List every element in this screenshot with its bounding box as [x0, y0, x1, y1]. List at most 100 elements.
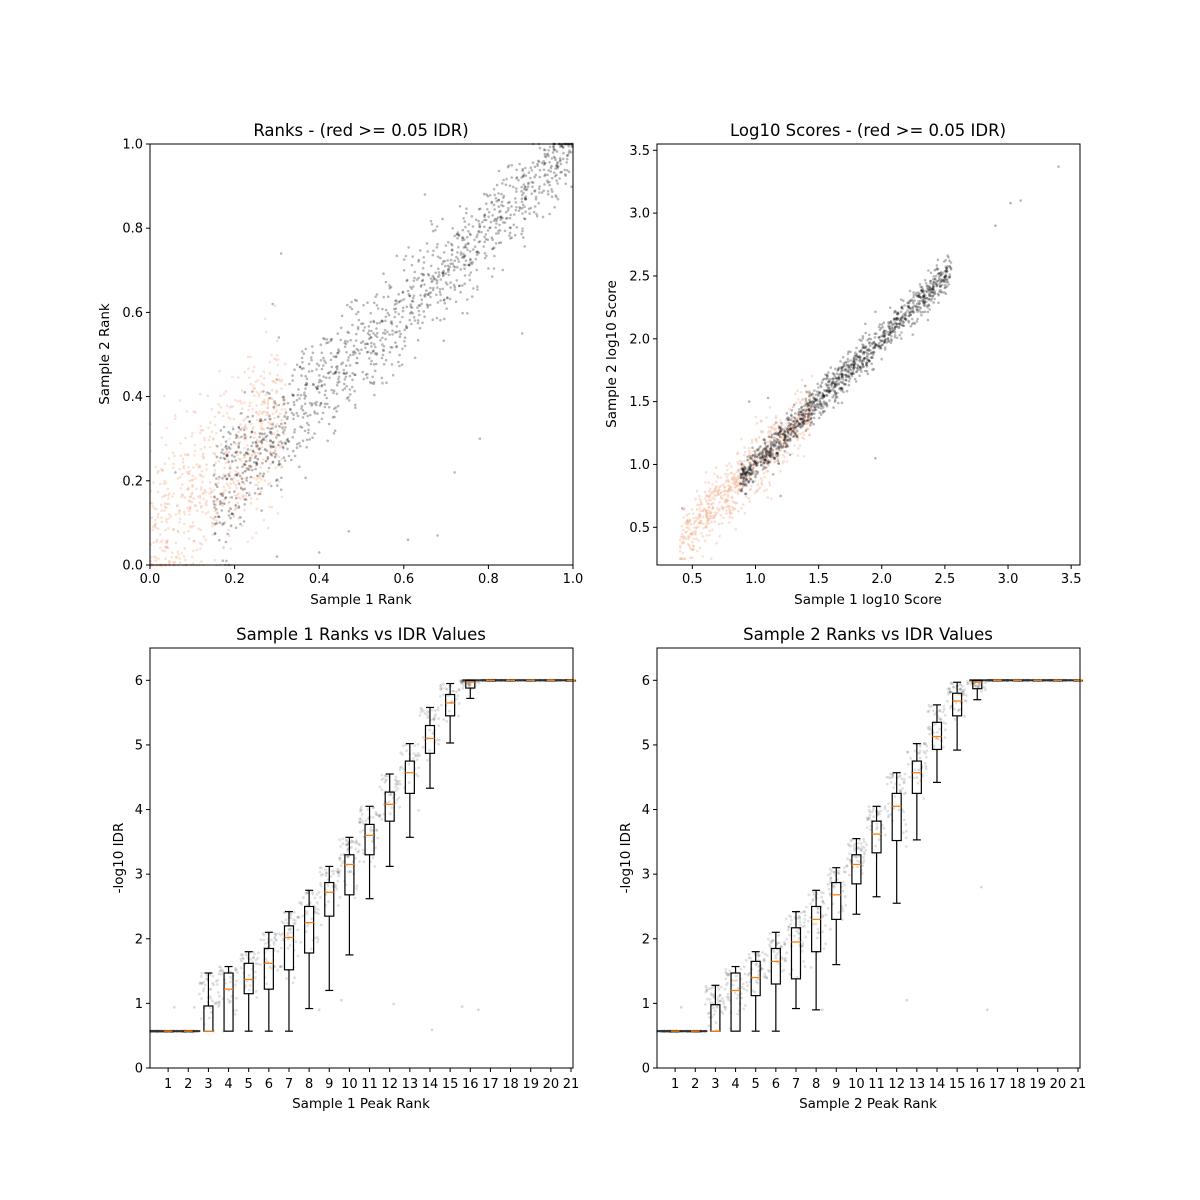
scatter-point: [193, 539, 196, 543]
scatter-point: [429, 286, 432, 290]
scatter-point: [303, 397, 307, 400]
scatter-point: [160, 516, 163, 519]
scatter-point: [225, 412, 229, 415]
scatter-point: [400, 363, 404, 367]
scatter-point: [873, 336, 877, 339]
scatter-point: [893, 335, 897, 339]
scatter-point: [224, 390, 228, 393]
scatter-point: [274, 446, 278, 449]
scatter-point: [303, 393, 306, 397]
scatter-point: [728, 505, 731, 508]
scatter-point: [272, 401, 276, 404]
scatter-point: [401, 290, 405, 294]
scatter-point: [464, 243, 468, 246]
scatter-point: [225, 454, 228, 457]
scatter-point: [779, 429, 783, 432]
scatter-point: [888, 306, 892, 310]
scatter-point: [274, 455, 277, 459]
scatter-point: [323, 405, 327, 409]
scatter-point: [167, 562, 171, 565]
scatter-point: [763, 457, 767, 460]
scatter-point: [744, 465, 747, 469]
scatter-point: [713, 494, 716, 497]
scatter-point: [364, 346, 367, 350]
scatter-point: [181, 461, 185, 464]
scatter-point: [355, 312, 358, 316]
scatter-point: [266, 411, 270, 415]
scatter-point: [920, 313, 923, 317]
scatter-point: [774, 414, 778, 418]
scatter-point: [544, 155, 548, 159]
scatter-point: [510, 205, 513, 208]
scatter-point: [693, 532, 696, 536]
scatter-point: [255, 404, 258, 407]
scatter-point: [409, 285, 412, 289]
scatter-point: [741, 469, 744, 472]
scatter-point: [801, 424, 804, 428]
idr-point: [200, 997, 204, 1000]
scatter-point: [173, 560, 177, 564]
scatter-point: [777, 431, 780, 435]
scatter-point: [270, 484, 273, 488]
scatter-point: [348, 364, 352, 367]
scatter-point: [227, 501, 230, 504]
scatter-point: [243, 437, 246, 441]
scatter-point: [292, 393, 295, 397]
scatter-point: [215, 485, 219, 489]
scatter-point: [177, 530, 180, 534]
scatter-point: [473, 245, 477, 248]
scatter-point: [152, 541, 155, 544]
scatter-point: [398, 300, 402, 303]
idr-point: [417, 808, 421, 812]
scatter-point: [778, 429, 782, 433]
scatter-point: [502, 194, 506, 198]
idr-point: [211, 981, 215, 985]
scatter-point: [394, 299, 397, 303]
scatter-point: [730, 478, 734, 481]
scatter-point: [319, 401, 323, 405]
scatter-point: [366, 332, 370, 335]
scatter-point: [372, 320, 376, 324]
scatter-point: [692, 544, 695, 548]
scatter-point: [450, 242, 453, 246]
scatter-point: [412, 316, 416, 319]
scatter-point: [746, 455, 749, 459]
idr-point: [214, 980, 218, 983]
scatter-point: [267, 398, 270, 402]
scatter-point: [252, 476, 256, 480]
scatter-point: [708, 514, 711, 518]
scatter-point: [423, 315, 426, 319]
scatter-point: [191, 474, 195, 478]
scatter-point: [872, 346, 876, 349]
scatter-point: [788, 453, 792, 457]
idr-point: [313, 896, 317, 900]
scatter-point: [452, 283, 456, 287]
scatter-point: [492, 267, 496, 270]
scatter-point: [298, 365, 302, 369]
scatter-point: [225, 447, 229, 451]
scatter-point: [258, 448, 261, 451]
scatter-point: [711, 507, 714, 511]
scatter-point: [243, 426, 247, 430]
scatter-point: [398, 335, 402, 339]
scatter-point: [461, 236, 464, 239]
scatter-point: [219, 456, 222, 460]
scatter-point: [874, 456, 877, 460]
scatter-point: [300, 407, 303, 410]
scatter-point: [259, 452, 262, 455]
scatter-point: [459, 253, 463, 256]
scatter-point: [239, 458, 242, 462]
scatter-point: [555, 179, 558, 182]
scatter-point: [241, 488, 245, 491]
scatter-point: [201, 492, 205, 495]
idr-point: [407, 762, 411, 766]
scatter-point: [275, 454, 279, 457]
scatter-point: [533, 205, 537, 208]
scatter-point: [343, 345, 347, 349]
idr-point: [324, 868, 327, 872]
scatter-point: [384, 319, 387, 323]
scatter-point: [741, 478, 745, 482]
scatter-point: [483, 252, 487, 255]
scatter-point: [799, 417, 802, 421]
x-axis-label: Sample 1 Peak Rank: [292, 1096, 430, 1112]
